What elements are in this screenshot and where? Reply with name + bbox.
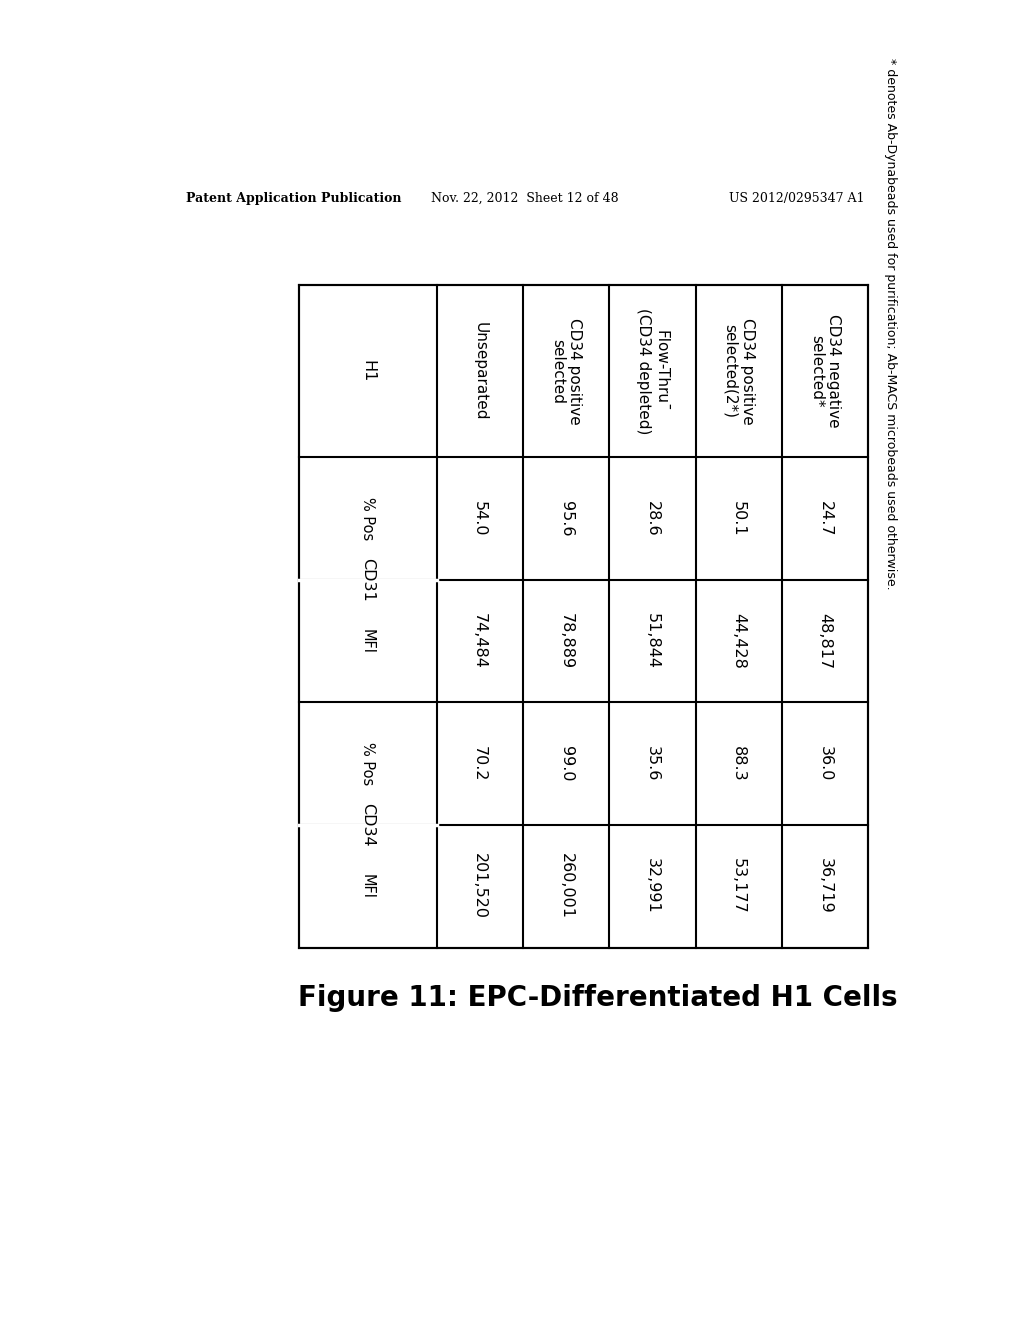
Text: Patent Application Publication: Patent Application Publication [186,191,401,205]
Text: 95.6: 95.6 [558,500,573,536]
Text: Nov. 22, 2012  Sheet 12 of 48: Nov. 22, 2012 Sheet 12 of 48 [431,191,618,205]
Text: 28.6: 28.6 [645,500,659,536]
Text: 54.0: 54.0 [472,500,487,536]
Text: CD34 positive
selected: CD34 positive selected [550,318,583,425]
Text: 201,520: 201,520 [472,853,487,919]
Text: 88.3: 88.3 [731,746,746,781]
Text: % Pos: % Pos [360,742,375,785]
Bar [299,285,868,948]
Text: 260,001: 260,001 [558,853,573,919]
Text: 24.7: 24.7 [817,500,833,536]
Text: 78,889: 78,889 [558,612,573,669]
Text: 70.2: 70.2 [472,746,487,781]
Text: 51,844: 51,844 [645,612,659,669]
Text: 48,817: 48,817 [817,612,833,669]
Text: * denotes Ab-Dynabeads used for purification; Ab-MACS microbeads used otherwise.: * denotes Ab-Dynabeads used for purifica… [884,58,897,590]
Text: MFI: MFI [360,628,375,653]
Text: Unseparated: Unseparated [472,322,487,421]
Text: 53,177: 53,177 [731,858,746,915]
Text: 44,428: 44,428 [731,612,746,669]
Text: 32,991: 32,991 [645,858,659,915]
Text: 36,719: 36,719 [817,858,833,915]
Text: CD34: CD34 [360,803,375,847]
Text: CD34 negative
selected*: CD34 negative selected* [809,314,841,428]
Text: MFI: MFI [360,874,375,899]
Text: 36.0: 36.0 [817,746,833,781]
Text: CD31: CD31 [360,558,375,602]
Text: US 2012/0295347 A1: US 2012/0295347 A1 [729,191,864,205]
Text: Flow-Thru¯
(CD34 depleted): Flow-Thru¯ (CD34 depleted) [636,308,669,434]
Text: 50.1: 50.1 [731,500,746,536]
Text: 99.0: 99.0 [558,746,573,781]
Text: H1: H1 [360,360,375,383]
Text: 35.6: 35.6 [645,746,659,781]
Text: CD34 positive
selected(2*): CD34 positive selected(2*) [723,318,755,425]
Text: 74,484: 74,484 [472,612,487,669]
Text: % Pos: % Pos [360,496,375,540]
Text: Figure 11: EPC-Differentiated H1 Cells: Figure 11: EPC-Differentiated H1 Cells [299,983,898,1011]
